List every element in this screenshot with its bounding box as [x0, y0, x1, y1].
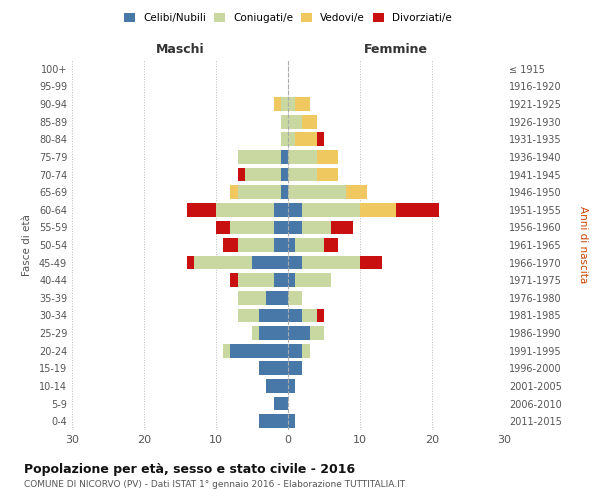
Bar [288, 220, 302, 234]
Bar [288, 203, 302, 216]
Bar [302, 115, 317, 128]
Bar [187, 203, 216, 216]
Bar [317, 308, 324, 322]
Bar [230, 220, 274, 234]
Bar [302, 256, 360, 270]
Bar [238, 150, 281, 164]
Bar [331, 220, 353, 234]
Bar [223, 238, 238, 252]
Bar [274, 220, 288, 234]
Bar [238, 308, 259, 322]
Bar [288, 132, 295, 146]
Bar [302, 344, 310, 358]
Bar [360, 203, 396, 216]
Bar [288, 274, 295, 287]
Bar [302, 203, 360, 216]
Bar [288, 150, 317, 164]
Bar [274, 97, 281, 111]
Bar [396, 203, 439, 216]
Bar [230, 344, 288, 358]
Bar [281, 168, 288, 181]
Bar [259, 326, 288, 340]
Text: Popolazione per età, sesso e stato civile - 2016: Popolazione per età, sesso e stato civil… [24, 462, 355, 475]
Text: Femmine: Femmine [364, 44, 428, 57]
Bar [295, 132, 317, 146]
Bar [252, 326, 259, 340]
Bar [252, 256, 288, 270]
Bar [360, 256, 382, 270]
Bar [317, 132, 324, 146]
Bar [223, 344, 230, 358]
Bar [288, 414, 295, 428]
Bar [230, 274, 238, 287]
Bar [274, 238, 288, 252]
Bar [194, 256, 252, 270]
Bar [238, 291, 266, 304]
Bar [288, 97, 295, 111]
Bar [288, 115, 302, 128]
Bar [259, 362, 288, 375]
Bar [281, 97, 288, 111]
Bar [288, 308, 302, 322]
Bar [288, 186, 346, 199]
Bar [288, 256, 302, 270]
Bar [281, 115, 288, 128]
Bar [238, 186, 281, 199]
Text: COMUNE DI NICORVO (PV) - Dati ISTAT 1° gennaio 2016 - Elaborazione TUTTITALIA.IT: COMUNE DI NICORVO (PV) - Dati ISTAT 1° g… [24, 480, 405, 489]
Bar [274, 274, 288, 287]
Bar [302, 220, 331, 234]
Bar [281, 132, 288, 146]
Bar [288, 379, 295, 393]
Bar [238, 274, 274, 287]
Bar [238, 168, 245, 181]
Bar [288, 238, 295, 252]
Text: Maschi: Maschi [155, 44, 205, 57]
Bar [238, 238, 274, 252]
Bar [317, 150, 338, 164]
Legend: Celibi/Nubili, Coniugati/e, Vedovi/e, Divorziati/e: Celibi/Nubili, Coniugati/e, Vedovi/e, Di… [124, 14, 452, 24]
Bar [317, 168, 338, 181]
Bar [216, 220, 230, 234]
Bar [295, 274, 331, 287]
Y-axis label: Anni di nascita: Anni di nascita [578, 206, 589, 284]
Bar [346, 186, 367, 199]
Bar [266, 291, 288, 304]
Bar [259, 308, 288, 322]
Bar [288, 291, 302, 304]
Bar [288, 362, 302, 375]
Bar [288, 344, 302, 358]
Bar [274, 396, 288, 410]
Bar [281, 186, 288, 199]
Bar [302, 308, 317, 322]
Bar [266, 379, 288, 393]
Bar [245, 168, 281, 181]
Bar [230, 186, 238, 199]
Bar [216, 203, 274, 216]
Bar [288, 326, 310, 340]
Bar [310, 326, 324, 340]
Bar [259, 414, 288, 428]
Bar [288, 168, 317, 181]
Bar [274, 203, 288, 216]
Bar [187, 256, 194, 270]
Bar [324, 238, 338, 252]
Y-axis label: Fasce di età: Fasce di età [22, 214, 32, 276]
Bar [281, 150, 288, 164]
Bar [295, 97, 310, 111]
Bar [295, 238, 324, 252]
